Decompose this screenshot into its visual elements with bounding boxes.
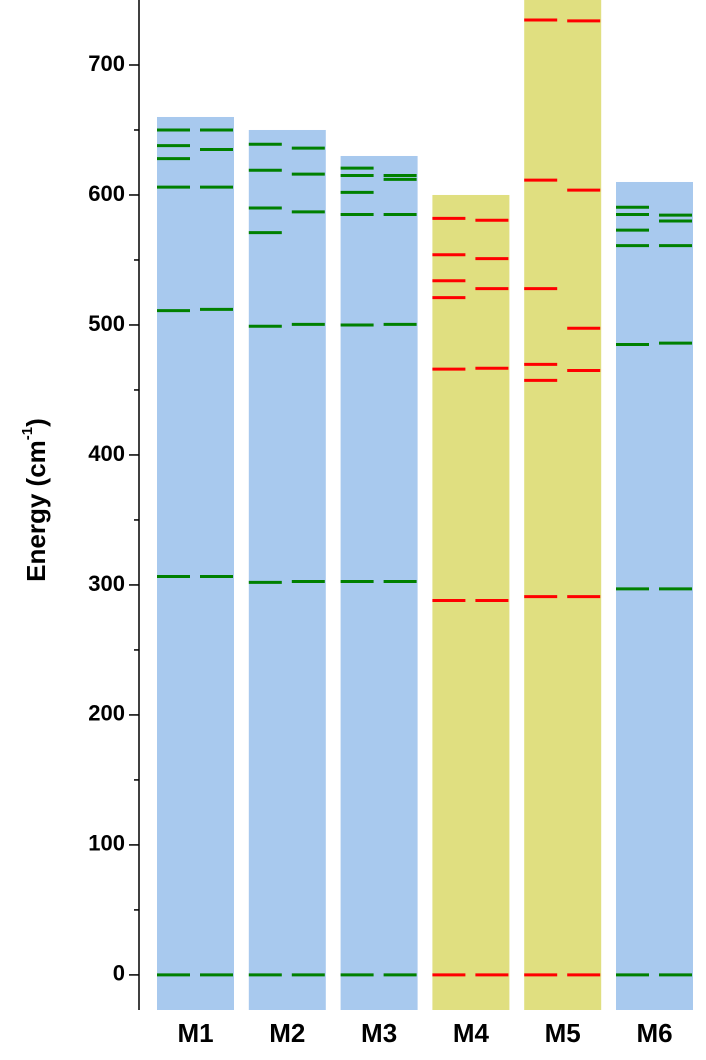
bar	[248, 129, 326, 1011]
x-tick-label: M1	[177, 1018, 213, 1048]
x-tick-label: M5	[545, 1018, 581, 1048]
bar	[432, 194, 510, 1010]
y-tick-label: 0	[113, 961, 125, 986]
y-label-superscript: -1	[19, 427, 36, 440]
y-tick-label: 200	[88, 701, 125, 726]
y-label-suffix: )	[21, 418, 51, 427]
y-tick-label: 100	[88, 831, 125, 856]
y-tick-label: 700	[88, 51, 125, 76]
y-tick-label: 400	[88, 441, 125, 466]
x-tick-label: M2	[269, 1018, 305, 1048]
y-label-text: Energy (cm	[21, 440, 51, 582]
y-axis-label: Energy (cm-1)	[19, 418, 51, 582]
y-tick-label: 600	[88, 181, 125, 206]
y-tick-label: 500	[88, 311, 125, 336]
bar	[616, 181, 693, 1010]
bar	[157, 116, 234, 1011]
x-tick-label: M3	[361, 1018, 397, 1048]
x-tick-label: M4	[453, 1018, 490, 1048]
bar	[524, 0, 602, 1010]
y-tick-label: 300	[88, 571, 125, 596]
x-tick-label: M6	[636, 1018, 672, 1048]
